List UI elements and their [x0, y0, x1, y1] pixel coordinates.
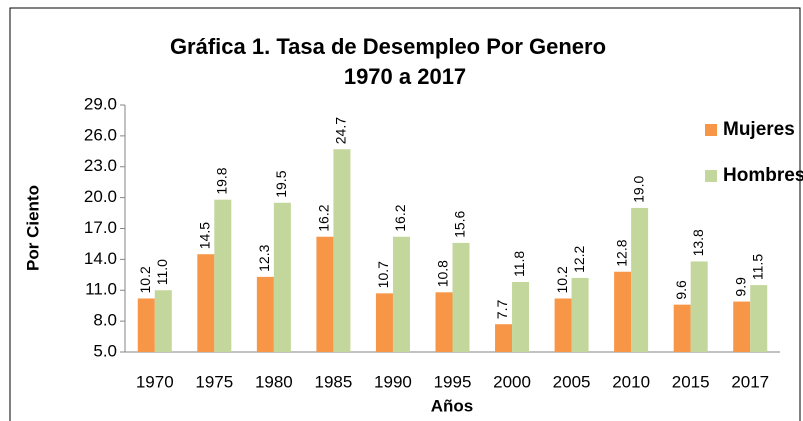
data-label: 7.7 — [494, 300, 510, 320]
x-tick-label: 2000 — [493, 372, 531, 391]
data-label: 11.8 — [511, 251, 527, 277]
y-tick-label: 8.0 — [93, 311, 117, 330]
y-tick-label: 14.0 — [84, 249, 117, 268]
data-label: 19.5 — [273, 170, 289, 197]
data-label: 14.5 — [197, 222, 213, 249]
data-label: 12.2 — [571, 245, 587, 272]
data-label: 10.2 — [554, 266, 570, 293]
data-label: 10.2 — [137, 266, 153, 293]
y-tick-label: 23.0 — [84, 156, 117, 175]
data-label: 11.0 — [154, 259, 170, 285]
y-tick-label: 29.0 — [84, 94, 117, 113]
y-tick-label: 11.0 — [85, 280, 117, 299]
legend-label: Hombres — [723, 165, 803, 186]
data-label: 12.3 — [256, 244, 272, 271]
data-label: 19.0 — [630, 175, 646, 202]
bar — [554, 298, 572, 352]
legend-swatch — [705, 124, 717, 136]
bar — [154, 290, 172, 352]
x-tick-label: 2010 — [612, 372, 650, 391]
x-tick-label: 2015 — [672, 372, 710, 391]
bar — [690, 261, 708, 352]
y-tick-label: 5.0 — [93, 341, 117, 360]
y-axis-label: Por Ciento — [23, 185, 42, 271]
data-label: 13.8 — [690, 229, 706, 256]
data-label: 11.5 — [749, 254, 765, 280]
data-label: 16.2 — [316, 204, 332, 231]
data-label: 12.8 — [613, 239, 629, 266]
bar — [333, 149, 351, 352]
bar — [495, 324, 513, 352]
x-tick-label: 1990 — [374, 372, 412, 391]
x-tick-label: 2017 — [731, 372, 769, 391]
bar — [375, 293, 393, 352]
bar — [571, 277, 589, 352]
bar — [750, 285, 768, 352]
x-axis-label: Años — [431, 396, 474, 415]
y-tick-label: 26.0 — [84, 125, 117, 144]
x-tick-label: 1975 — [195, 372, 233, 391]
bar — [452, 242, 470, 352]
x-tick-label: 2005 — [553, 372, 591, 391]
bar — [197, 254, 215, 352]
data-label: 10.7 — [375, 261, 391, 288]
bar — [435, 292, 453, 352]
bar — [137, 298, 155, 352]
x-tick-label: 1970 — [136, 372, 174, 391]
legend-swatch — [705, 170, 717, 182]
data-label: 9.6 — [673, 280, 689, 300]
data-label: 10.8 — [435, 260, 451, 287]
x-tick-label: 1985 — [314, 372, 352, 391]
bar — [673, 304, 691, 352]
bar — [256, 276, 274, 352]
data-label: 16.2 — [392, 204, 408, 231]
data-label: 24.7 — [333, 117, 349, 144]
bar — [614, 271, 632, 352]
legend-label: Mujeres — [723, 119, 795, 140]
bar — [214, 199, 232, 352]
data-label: 9.9 — [732, 277, 748, 297]
bar — [273, 202, 291, 352]
x-tick-label: 1995 — [434, 372, 472, 391]
y-tick-label: 20.0 — [84, 187, 117, 206]
chart-title: 1970 a 2017 — [344, 64, 466, 89]
bar — [316, 236, 334, 352]
y-tick-label: 17.0 — [84, 218, 117, 237]
bar — [512, 282, 530, 352]
bar — [392, 236, 410, 352]
data-label: 19.8 — [214, 167, 230, 194]
data-label: 15.6 — [452, 210, 468, 237]
chart-title: Gráfica 1. Tasa de Desempleo Por Genero — [170, 34, 606, 59]
bar — [733, 301, 751, 352]
x-tick-label: 1980 — [255, 372, 293, 391]
chart-frame — [9, 7, 801, 421]
bar — [631, 207, 649, 352]
